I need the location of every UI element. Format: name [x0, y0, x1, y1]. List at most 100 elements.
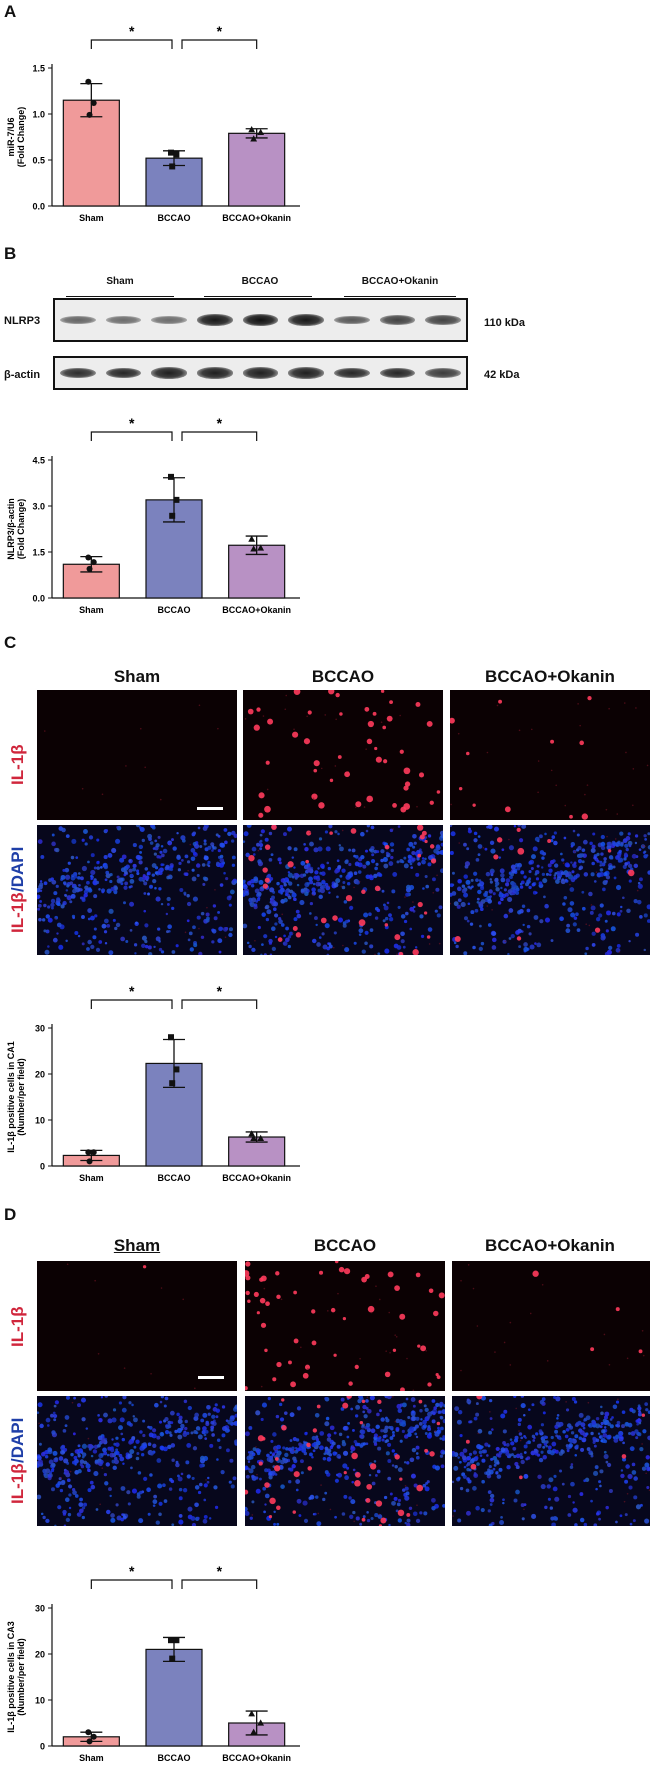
il1b-signal [334, 1261, 339, 1264]
nucleus-dot [51, 841, 56, 847]
nucleus-dot [261, 1402, 268, 1408]
nucleus-dot [599, 1435, 602, 1439]
nucleus-dot [392, 1433, 396, 1438]
nucleus-dot [289, 1439, 293, 1442]
nucleus-dot [217, 849, 221, 853]
nucleus-dot [103, 918, 109, 924]
nucleus-dot [551, 1441, 557, 1447]
il1b-signal [264, 1348, 268, 1353]
il1b-signal [142, 1265, 147, 1269]
nucleus-dot [437, 1410, 441, 1414]
nucleus-dot [158, 1420, 163, 1424]
nucleus-dot [517, 1417, 522, 1422]
nucleus-dot [264, 1503, 267, 1506]
nucleus-dot [44, 1455, 49, 1459]
nucleus-dot [456, 1419, 462, 1425]
nucleus-dot [95, 880, 100, 885]
nucleus-dot [475, 1505, 480, 1511]
nucleus-dot [132, 863, 137, 868]
nucleus-dot [322, 1497, 326, 1502]
nucleus-dot [72, 1432, 76, 1436]
nucleus-dot [625, 1464, 630, 1469]
nucleus-dot [476, 1462, 480, 1466]
nucleus-dot [528, 877, 532, 881]
nucleus-dot [399, 1439, 403, 1443]
nucleus-dot [390, 855, 394, 860]
il1b-signal [358, 880, 361, 883]
il1b-signal [404, 1485, 407, 1487]
nucleus-dot [351, 1480, 355, 1484]
nucleus-dot [259, 839, 263, 843]
nucleus-dot [403, 919, 408, 924]
il1b-signal [125, 765, 127, 767]
il1b-signal [493, 854, 499, 860]
nucleus-dot [599, 860, 603, 864]
nucleus-dot [484, 1442, 489, 1447]
nucleus-dot [182, 1488, 188, 1493]
nucleus-dot [560, 878, 566, 885]
significance-star: * [129, 983, 135, 999]
nucleus-dot [470, 910, 475, 915]
nucleus-dot [518, 945, 522, 949]
nucleus-dot [415, 1518, 421, 1524]
nucleus-dot [571, 1396, 576, 1402]
nucleus-dot [574, 1453, 578, 1457]
il1b-signal [406, 1512, 411, 1517]
nucleus-dot [520, 870, 525, 875]
nucleus-dot [163, 1499, 168, 1503]
nucleus-dot [202, 1426, 207, 1431]
nucleus-dot [219, 883, 224, 887]
il1b-signal [415, 701, 421, 707]
nucleus-dot [175, 1462, 180, 1468]
il1b-signal [295, 932, 302, 938]
nucleus-dot [221, 1405, 226, 1409]
il1b-signal [265, 1301, 270, 1306]
il1b-signal [346, 1396, 352, 1399]
nucleus-dot [583, 1479, 587, 1483]
il1b-signal [260, 1322, 267, 1328]
il1b-signal [450, 717, 455, 724]
nucleus-dot [60, 1480, 66, 1486]
nucleus-dot [585, 1415, 591, 1421]
nucleus-dot [570, 845, 574, 848]
il1b-signal [378, 1524, 383, 1526]
nucleus-dot [270, 926, 276, 932]
nucleus-dot [115, 1448, 119, 1452]
nucleus-dot [158, 887, 162, 891]
nucleus-dot [63, 1469, 70, 1475]
il1b-signal [338, 1266, 345, 1273]
nucleus-dot [387, 1442, 392, 1447]
data-point [86, 565, 93, 572]
il1b-signal [307, 1367, 309, 1370]
if-c-scale-bar [197, 807, 223, 810]
nucleus-dot [324, 1491, 328, 1495]
nucleus-dot [243, 923, 248, 929]
nucleus-dot [578, 1436, 583, 1440]
nucleus-dot [490, 870, 494, 875]
nucleus-dot [352, 1510, 356, 1515]
nucleus-dot [50, 1487, 55, 1492]
nucleus-dot [534, 872, 538, 876]
nucleus-dot [596, 859, 600, 863]
nucleus-dot [268, 831, 273, 836]
nucleus-dot [411, 1416, 417, 1421]
nucleus-dot [207, 860, 211, 864]
nucleus-dot [231, 855, 236, 860]
nucleus-dot [424, 836, 428, 839]
nucleus-dot [565, 1408, 570, 1412]
nucleus-dot [186, 1442, 192, 1448]
y-axis-label: IL-1β positive cells in CA1 [6, 1041, 16, 1153]
nucleus-dot [495, 887, 500, 892]
nucleus-dot [288, 1480, 292, 1484]
nucleus-dot [116, 875, 120, 879]
nucleus-dot [435, 887, 440, 892]
nucleus-dot [584, 1434, 588, 1438]
nucleus-dot [486, 1454, 489, 1457]
chart-panel-c: IL-1β positive cells in CA1 (Number/per f… [6, 983, 300, 1183]
nucleus-dot [164, 1417, 169, 1422]
nucleus-dot [155, 1520, 160, 1525]
nucleus-dot [487, 923, 492, 927]
blot-label-beta-actin: β-actin [4, 369, 41, 381]
nucleus-dot [431, 1419, 436, 1424]
nucleus-dot [225, 877, 229, 881]
